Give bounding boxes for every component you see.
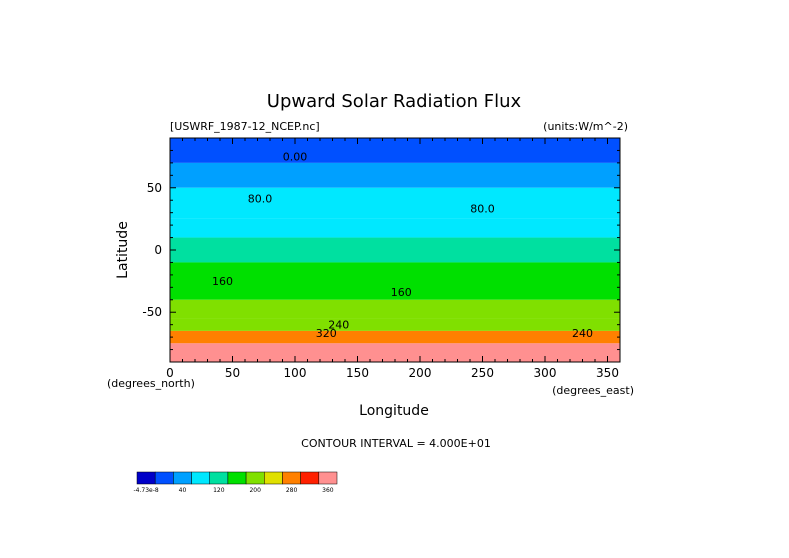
contour-interval-label: CONTOUR INTERVAL = 4.000E+01 bbox=[301, 437, 491, 450]
colorbar-label: 120 bbox=[213, 487, 225, 494]
x-tick-label: 300 bbox=[534, 366, 557, 380]
colorbar-swatch bbox=[136, 471, 156, 485]
heatmap-band bbox=[170, 262, 620, 300]
x-tick-label: 100 bbox=[284, 366, 307, 380]
heatmap-band bbox=[170, 330, 620, 344]
x-tick-label: 350 bbox=[596, 366, 619, 380]
colorbar-swatch bbox=[264, 471, 283, 485]
colorbar-label: 200 bbox=[249, 487, 261, 494]
colorbar-swatch bbox=[154, 471, 174, 485]
x-tick-label: 0 bbox=[166, 366, 174, 380]
heatmap-band bbox=[170, 162, 620, 188]
x-tick-label: 50 bbox=[225, 366, 240, 380]
heatmap-band bbox=[170, 218, 620, 238]
y-axis-ticks: 50 0 -50 bbox=[142, 181, 162, 319]
colorbar-swatch bbox=[173, 471, 192, 485]
contour-label: 240 bbox=[328, 318, 349, 331]
x-tick-label: 150 bbox=[346, 366, 369, 380]
colorbar-swatch bbox=[209, 471, 229, 485]
plot-area bbox=[169, 137, 621, 363]
contour-label: 160 bbox=[212, 275, 233, 288]
heatmap-band bbox=[170, 237, 620, 263]
colorbar: -4.73e-8 40 120 200 280 360 bbox=[133, 471, 338, 494]
heatmap-band bbox=[170, 187, 620, 219]
heatmap-band bbox=[170, 318, 620, 331]
contour-label: 0.00 bbox=[283, 150, 308, 163]
heatmap-band bbox=[170, 138, 620, 163]
contour-label: 80.0 bbox=[248, 193, 273, 206]
y-unit-label: (degrees_north) bbox=[107, 377, 195, 390]
colorbar-label: -4.73e-8 bbox=[133, 487, 158, 494]
x-axis-label: Longitude bbox=[359, 403, 429, 419]
x-unit-label: (degrees_east) bbox=[552, 384, 634, 397]
colorbar-swatch bbox=[191, 471, 210, 485]
contour-label: 80.0 bbox=[470, 203, 495, 216]
heatmap-band bbox=[170, 299, 620, 319]
x-axis-ticks: 0 50 100 150 200 250 300 350 bbox=[166, 366, 619, 380]
y-tick-label: -50 bbox=[142, 305, 162, 319]
contour-label: 240 bbox=[572, 327, 593, 340]
contour-label: 160 bbox=[391, 286, 412, 299]
colorbar-swatch bbox=[282, 471, 301, 485]
source-label: [USWRF_1987-12_NCEP.nc] bbox=[170, 120, 320, 133]
heatmap-band bbox=[170, 343, 620, 362]
x-tick-label: 250 bbox=[471, 366, 494, 380]
colorbar-swatch bbox=[318, 471, 338, 485]
units-label: (units:W/m^-2) bbox=[543, 120, 628, 133]
colorbar-label: 40 bbox=[179, 487, 187, 494]
colorbar-swatch bbox=[227, 471, 247, 485]
chart-title: Upward Solar Radiation Flux bbox=[267, 91, 522, 112]
x-tick-label: 200 bbox=[409, 366, 432, 380]
colorbar-label: 360 bbox=[322, 487, 334, 494]
y-axis-label: Latitude bbox=[115, 221, 131, 279]
colorbar-swatch bbox=[300, 471, 320, 485]
colorbar-label: 280 bbox=[286, 487, 298, 494]
y-tick-label: 0 bbox=[154, 243, 162, 257]
contour-label: 320 bbox=[316, 327, 337, 340]
y-tick-label: 50 bbox=[147, 181, 162, 195]
colorbar-swatch bbox=[245, 471, 265, 485]
